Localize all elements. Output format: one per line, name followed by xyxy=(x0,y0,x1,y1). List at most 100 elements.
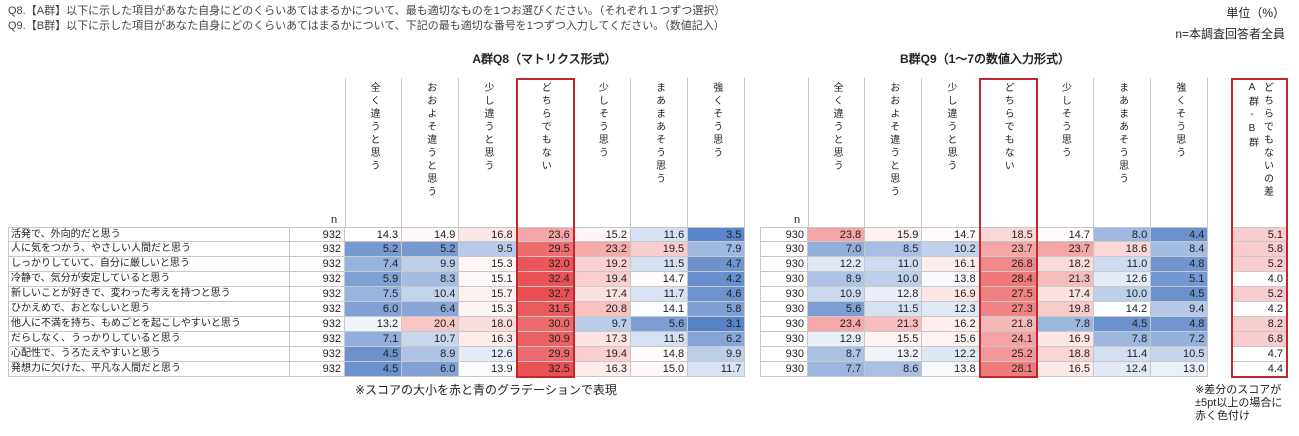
a-value: 32.7 xyxy=(516,287,574,302)
b-value: 10.0 xyxy=(1094,287,1152,302)
b-value: 12.2 xyxy=(808,257,866,272)
row-label: しっかりしていて、自分に厳しいと思う xyxy=(8,257,290,272)
n-value: 932 xyxy=(290,242,345,257)
column-header: 少しそう思う xyxy=(574,78,631,227)
a-value: 15.1 xyxy=(459,272,517,287)
n-value: 932 xyxy=(290,317,345,332)
b-value: 14.2 xyxy=(1094,302,1152,317)
a-value: 18.0 xyxy=(459,317,517,332)
a-value: 4.5 xyxy=(345,347,403,362)
n-value: 930 xyxy=(760,242,808,257)
n-header: n xyxy=(794,214,801,226)
a-value: 14.9 xyxy=(402,227,460,242)
b-value: 17.4 xyxy=(1036,287,1094,302)
b-value: 12.2 xyxy=(922,347,980,362)
b-value: 28.4 xyxy=(979,272,1037,287)
b-value: 23.7 xyxy=(1036,242,1094,257)
a-value: 13.9 xyxy=(459,362,517,377)
b-value: 18.2 xyxy=(1036,257,1094,272)
b-value: 10.5 xyxy=(1151,347,1209,362)
column-header: 強くそう思う xyxy=(688,78,746,227)
diff-header-text: A群-B群 xyxy=(1246,82,1258,150)
b-value: 23.7 xyxy=(979,242,1037,257)
b-value: 12.3 xyxy=(922,302,980,317)
row-label: 人に気をつかう、やさしい人間だと思う xyxy=(8,242,290,257)
group-b-title: B群Q9（1～7の数値入力形式） xyxy=(899,52,1071,66)
column-header-text: まあまあそう思う xyxy=(1116,82,1128,186)
a-value: 4.6 xyxy=(688,287,746,302)
b-value: 5.1 xyxy=(1151,272,1209,287)
n-value: 930 xyxy=(760,362,808,377)
a-value: 17.3 xyxy=(573,332,631,347)
diff-value: 5.8 xyxy=(1232,242,1287,257)
b-value: 4.8 xyxy=(1151,257,1209,272)
a-value: 14.1 xyxy=(631,302,689,317)
a-value: 6.4 xyxy=(402,302,460,317)
row-label: 心配性で、うろたえやすいと思う xyxy=(8,347,290,362)
n-value: 932 xyxy=(290,272,345,287)
a-value: 11.7 xyxy=(631,287,689,302)
b-value: 15.6 xyxy=(922,332,980,347)
b-value: 16.1 xyxy=(922,257,980,272)
column-header-text: どちらでもない xyxy=(539,82,551,173)
b-value: 5.6 xyxy=(808,302,866,317)
b-value: 16.2 xyxy=(922,317,980,332)
b-value: 13.0 xyxy=(1151,362,1209,377)
a-value: 30.9 xyxy=(516,332,574,347)
b-value: 8.4 xyxy=(1151,242,1209,257)
a-value: 7.9 xyxy=(688,242,746,257)
column-header: まあまあそう思う xyxy=(1094,78,1152,227)
diff-header: A群-B群 どちらでもないの差 xyxy=(1232,78,1287,227)
a-value: 32.4 xyxy=(516,272,574,287)
a-value: 5.6 xyxy=(631,317,689,332)
row-label: 他人に不満を持ち、もめごとを起こしやすいと思う xyxy=(8,317,290,332)
b-value: 11.0 xyxy=(1094,257,1152,272)
column-header-text: どちらでもない xyxy=(1002,82,1014,173)
a-value: 20.8 xyxy=(573,302,631,317)
a-value: 9.9 xyxy=(402,257,460,272)
a-value: 16.8 xyxy=(459,227,517,242)
a-value: 32.0 xyxy=(516,257,574,272)
a-value: 5.8 xyxy=(688,302,746,317)
n-value: 932 xyxy=(290,302,345,317)
a-value: 9.5 xyxy=(459,242,517,257)
a-value: 29.5 xyxy=(516,242,574,257)
b-value: 21.3 xyxy=(865,317,923,332)
column-header-text: おおよそ違うと思う xyxy=(424,82,436,199)
row-label: ひかえめで、おとなしいと思う xyxy=(8,302,290,317)
a-value: 11.7 xyxy=(688,362,746,377)
b-value: 10.9 xyxy=(808,287,866,302)
b-value: 10.2 xyxy=(922,242,980,257)
b-value: 12.8 xyxy=(865,287,923,302)
unit: 単位（%） xyxy=(1226,6,1285,20)
diff-value: 4.7 xyxy=(1232,347,1287,362)
b-value: 8.0 xyxy=(1094,227,1152,242)
b-value: 14.7 xyxy=(1036,227,1094,242)
b-value: 12.4 xyxy=(1094,362,1152,377)
a-value: 10.7 xyxy=(402,332,460,347)
a-value: 14.7 xyxy=(631,272,689,287)
column-header: 全く違うと思う xyxy=(345,78,403,227)
b-value: 10.0 xyxy=(865,272,923,287)
b-value: 14.7 xyxy=(922,227,980,242)
b-value: 7.7 xyxy=(808,362,866,377)
a-value: 6.2 xyxy=(688,332,746,347)
n-value: 930 xyxy=(760,272,808,287)
b-value: 15.9 xyxy=(865,227,923,242)
n-value: 932 xyxy=(290,287,345,302)
diff-value: 5.2 xyxy=(1232,287,1287,302)
diff-value: 5.1 xyxy=(1232,227,1287,242)
row-label: 活発で、外向的だと思う xyxy=(8,227,290,242)
column-header: 全く違うと思う xyxy=(808,78,866,227)
b-value: 21.3 xyxy=(1036,272,1094,287)
column-header: おおよそ違うと思う xyxy=(402,78,460,227)
b-value: 7.0 xyxy=(808,242,866,257)
diff-value: 5.2 xyxy=(1232,257,1287,272)
column-header-text: 少しそう思う xyxy=(1059,82,1071,160)
a-value: 17.4 xyxy=(573,287,631,302)
b-value: 11.0 xyxy=(865,257,923,272)
column-header: どちらでもない xyxy=(517,78,574,227)
a-value: 8.9 xyxy=(402,347,460,362)
b-value: 18.6 xyxy=(1094,242,1152,257)
